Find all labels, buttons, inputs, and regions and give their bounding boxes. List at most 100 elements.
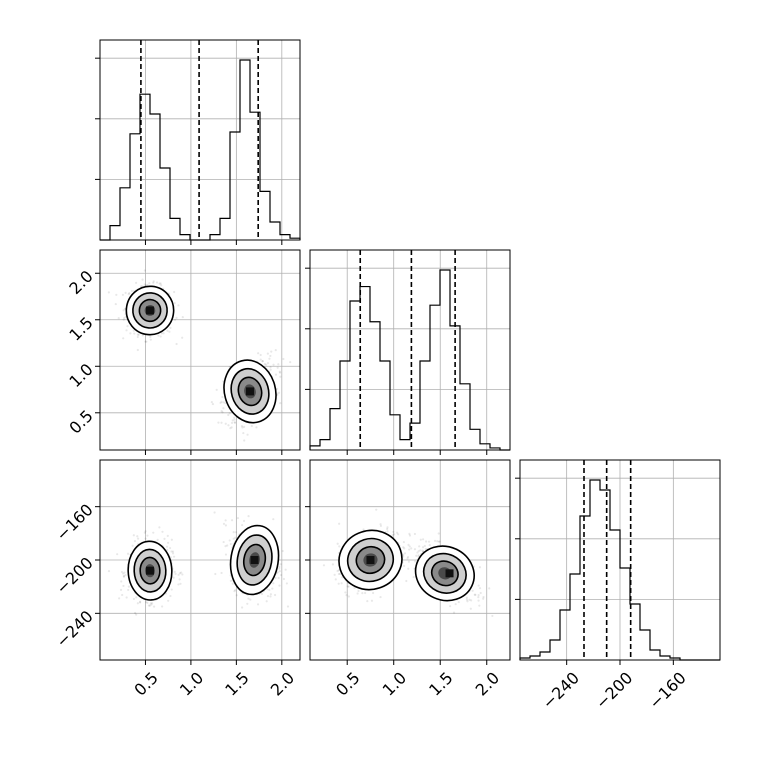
scatter-point — [402, 546, 405, 549]
scatter-point — [234, 588, 237, 592]
scatter-point — [170, 538, 173, 541]
scatter-point — [159, 282, 162, 285]
density-panel — [95, 249, 301, 455]
scatter-point — [127, 293, 130, 296]
scatter-point — [477, 596, 480, 599]
scatter-point — [166, 541, 170, 544]
scatter-point — [427, 540, 431, 543]
scatter-point — [173, 570, 176, 573]
scatter-point — [116, 553, 119, 556]
scatter-point — [271, 587, 274, 590]
scatter-point — [386, 527, 389, 531]
scatter-point — [408, 545, 411, 548]
scatter-point — [224, 422, 227, 425]
scatter-point — [114, 302, 117, 306]
scatter-point — [157, 334, 160, 337]
scatter-point — [331, 563, 334, 566]
scatter-point — [256, 603, 260, 606]
scatter-point — [122, 309, 125, 312]
scatter-point — [356, 592, 359, 595]
scatter-point — [240, 606, 244, 609]
scatter-point — [230, 421, 234, 424]
scatter-point — [172, 576, 175, 579]
scatter-point — [152, 531, 155, 534]
scatter-point — [468, 598, 471, 601]
scatter-point — [257, 352, 260, 355]
scatter-point — [121, 593, 124, 597]
scatter-point — [347, 595, 351, 598]
scatter-point — [143, 283, 146, 286]
scatter-point — [144, 530, 147, 533]
scatter-point — [408, 534, 412, 537]
histogram-panel — [515, 459, 721, 665]
scatter-point — [386, 526, 389, 529]
scatter-point — [478, 587, 482, 590]
contour-line — [229, 524, 280, 596]
scatter-point — [170, 550, 173, 553]
scatter-point — [226, 544, 229, 547]
density-peak — [366, 556, 375, 564]
scatter-point — [147, 604, 151, 607]
scatter-point — [227, 413, 230, 417]
scatter-point — [247, 515, 250, 518]
scatter-point — [403, 547, 406, 550]
scatter-point — [139, 601, 142, 604]
scatter-point — [370, 599, 374, 602]
scatter-point — [132, 534, 135, 537]
scatter-point — [133, 611, 137, 615]
scatter-point — [437, 540, 441, 543]
scatter-point — [379, 595, 382, 599]
scatter-point — [417, 554, 420, 557]
scatter-point — [266, 352, 269, 355]
scatter-point — [160, 284, 163, 287]
scatter-point — [263, 362, 266, 366]
scatter-point — [174, 572, 177, 575]
scatter-point — [477, 593, 480, 597]
scatter-point — [265, 363, 268, 366]
scatter-point — [274, 349, 277, 352]
scatter-point — [265, 600, 268, 603]
scatter-point — [224, 519, 227, 522]
scatter-point — [465, 596, 468, 599]
scatter-point — [259, 358, 262, 361]
scatter-point — [260, 592, 264, 596]
scatter-point — [173, 318, 177, 321]
scatter-point — [168, 546, 172, 550]
scatter-point — [278, 370, 281, 373]
scatter-point — [412, 575, 415, 579]
scatter-point — [278, 570, 281, 573]
scatter-point — [449, 605, 452, 608]
x-tick-label: 1.0 — [176, 668, 207, 699]
scatter-point — [222, 401, 225, 404]
scatter-point — [132, 597, 136, 601]
scatter-point — [406, 557, 409, 560]
scatter-point — [220, 410, 223, 413]
scatter-point — [408, 548, 411, 551]
scatter-point — [415, 554, 418, 557]
density-panel — [305, 459, 511, 665]
scatter-point — [229, 542, 232, 546]
scatter-point — [247, 597, 250, 600]
x-tick-label: 1.5 — [425, 668, 456, 699]
scatter-point — [269, 354, 272, 358]
scatter-point — [178, 578, 181, 581]
scatter-point — [408, 532, 411, 536]
scatter-point — [272, 582, 275, 585]
scatter-point — [121, 572, 125, 575]
density-peak — [246, 387, 254, 396]
density-plot — [322, 508, 494, 618]
y-tick-label: 1.5 — [65, 313, 96, 344]
scatter-point — [281, 549, 284, 553]
x-tick-label: 1.0 — [379, 668, 410, 699]
scatter-point — [261, 360, 264, 363]
scatter-point — [336, 569, 339, 573]
scatter-point — [479, 591, 482, 595]
scatter-point — [234, 531, 238, 534]
scatter-point — [149, 602, 152, 605]
scatter-point — [250, 424, 253, 428]
scatter-point — [289, 361, 292, 364]
contour-line — [223, 359, 277, 424]
scatter-point — [246, 602, 249, 605]
scatter-point — [471, 589, 474, 592]
scatter-point — [220, 400, 223, 403]
